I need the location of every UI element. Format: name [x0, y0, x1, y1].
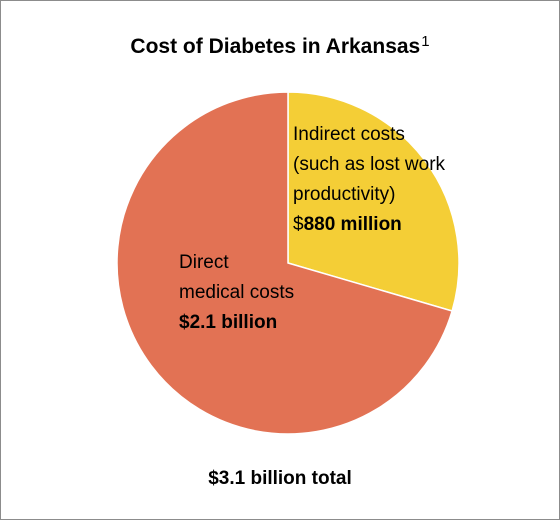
chart-total: $3.1 billion total: [208, 468, 352, 489]
pie-slice-indirect-costs: [287, 91, 460, 312]
slice-label-direct-medical-costs: Direct medical costs $2.1 billion: [179, 248, 294, 338]
chart-title: Cost of Diabetes in Arkansas1: [1, 33, 559, 59]
slice-label-line: productivity): [293, 184, 396, 205]
chart-title-text: Cost of Diabetes in Arkansas: [130, 35, 421, 58]
slice-label-line: Indirect costs: [293, 124, 405, 145]
slice-value-amount: $2.1 billion: [179, 312, 278, 333]
slice-value: $2.1 billion: [179, 308, 294, 338]
slice-value-amount: 880 million: [303, 214, 402, 235]
slice-label-indirect-costs: Indirect costs (such as lost work produc…: [293, 120, 445, 240]
slice-label-line: medical costs: [179, 282, 295, 303]
pie-slice-direct-medical-costs: [116, 91, 454, 435]
slice-label-line: Direct: [179, 252, 229, 273]
slice-label-line: (such as lost work: [293, 154, 446, 175]
slice-value-prefix: $: [293, 214, 304, 235]
title-footnote-marker: 1: [421, 33, 430, 50]
slice-value: $880 million: [293, 210, 445, 240]
